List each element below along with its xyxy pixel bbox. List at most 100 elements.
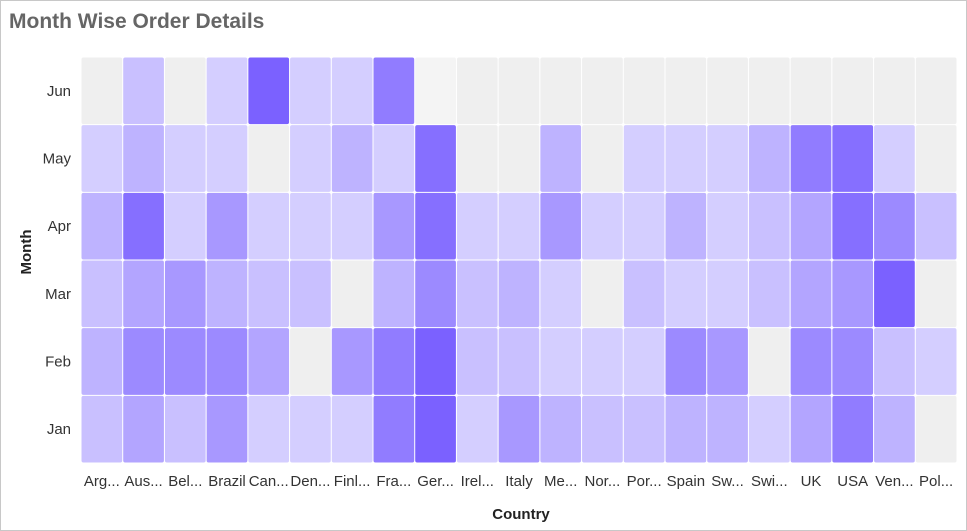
heatmap-cell-jan-19[interactable] [874, 395, 915, 463]
heatmap-cell-may-7[interactable] [373, 125, 415, 192]
heatmap-cell-jun-18[interactable] [832, 57, 874, 125]
heatmap-cell-jun-11[interactable] [540, 57, 582, 125]
heatmap-cell-feb-13[interactable] [623, 328, 665, 395]
heatmap-cell-mar-9[interactable] [456, 260, 498, 328]
heatmap-cell-may-18[interactable] [832, 125, 874, 192]
heatmap-cell-feb-14[interactable] [665, 328, 707, 395]
heatmap-cell-jan-13[interactable] [623, 395, 665, 463]
heatmap-cell-apr-13[interactable] [623, 192, 665, 260]
heatmap-cell-feb-18[interactable] [832, 328, 874, 395]
heatmap-cell-may-13[interactable] [623, 125, 665, 192]
heatmap-cell-apr-7[interactable] [373, 192, 415, 260]
heatmap-cell-jan-14[interactable] [665, 395, 707, 463]
heatmap-cell-may-15[interactable] [707, 125, 748, 192]
heatmap-cell-may-1[interactable] [123, 125, 164, 192]
heatmap-cell-may-9[interactable] [456, 125, 498, 192]
heatmap-cell-apr-1[interactable] [123, 192, 164, 260]
heatmap-cell-apr-4[interactable] [248, 192, 290, 260]
heatmap-cell-apr-16[interactable] [748, 192, 790, 260]
heatmap-cell-mar-6[interactable] [331, 260, 373, 328]
heatmap-cell-feb-17[interactable] [790, 328, 832, 395]
heatmap-cell-may-17[interactable] [790, 125, 832, 192]
heatmap-cell-mar-11[interactable] [540, 260, 582, 328]
heatmap-cell-jan-9[interactable] [456, 395, 498, 463]
heatmap-cell-mar-8[interactable] [415, 260, 456, 328]
heatmap-cell-jan-12[interactable] [582, 395, 623, 463]
heatmap-cell-apr-5[interactable] [290, 192, 331, 260]
heatmap-cell-feb-19[interactable] [874, 328, 915, 395]
heatmap-cell-jan-1[interactable] [123, 395, 164, 463]
heatmap-cell-jun-10[interactable] [498, 57, 540, 125]
heatmap-cell-may-0[interactable] [81, 125, 123, 192]
heatmap-cell-jan-17[interactable] [790, 395, 832, 463]
heatmap-cell-may-16[interactable] [748, 125, 790, 192]
heatmap-cell-jun-15[interactable] [707, 57, 748, 125]
heatmap-cell-jun-2[interactable] [164, 57, 206, 125]
heatmap-cell-mar-10[interactable] [498, 260, 540, 328]
heatmap-cell-jun-9[interactable] [456, 57, 498, 125]
heatmap-cell-feb-20[interactable] [915, 328, 957, 395]
heatmap-cell-may-19[interactable] [874, 125, 915, 192]
heatmap-cell-mar-0[interactable] [81, 260, 123, 328]
heatmap-cell-feb-16[interactable] [748, 328, 790, 395]
heatmap-cell-apr-6[interactable] [331, 192, 373, 260]
heatmap-cell-feb-10[interactable] [498, 328, 540, 395]
heatmap-cell-jan-3[interactable] [206, 395, 248, 463]
heatmap-cell-mar-3[interactable] [206, 260, 248, 328]
heatmap-cell-may-2[interactable] [164, 125, 206, 192]
heatmap-cell-apr-15[interactable] [707, 192, 748, 260]
heatmap-cell-may-3[interactable] [206, 125, 248, 192]
heatmap-cell-jun-5[interactable] [290, 57, 331, 125]
heatmap-cell-mar-18[interactable] [832, 260, 874, 328]
heatmap-cell-mar-4[interactable] [248, 260, 290, 328]
heatmap-cell-mar-12[interactable] [582, 260, 623, 328]
heatmap-cell-mar-5[interactable] [290, 260, 331, 328]
heatmap-cell-jun-13[interactable] [623, 57, 665, 125]
heatmap-cell-may-6[interactable] [331, 125, 373, 192]
heatmap-cell-feb-7[interactable] [373, 328, 415, 395]
heatmap-cell-apr-0[interactable] [81, 192, 123, 260]
heatmap-cell-apr-11[interactable] [540, 192, 582, 260]
heatmap-cell-feb-8[interactable] [415, 328, 456, 395]
heatmap-cell-jun-16[interactable] [748, 57, 790, 125]
heatmap-cell-mar-20[interactable] [915, 260, 957, 328]
heatmap-cell-jan-0[interactable] [81, 395, 123, 463]
heatmap-cell-apr-19[interactable] [874, 192, 915, 260]
heatmap-cell-apr-14[interactable] [665, 192, 707, 260]
heatmap-cell-feb-12[interactable] [582, 328, 623, 395]
heatmap-cell-may-5[interactable] [290, 125, 331, 192]
heatmap-cell-jun-19[interactable] [874, 57, 915, 125]
heatmap-cell-mar-17[interactable] [790, 260, 832, 328]
heatmap-cell-feb-1[interactable] [123, 328, 164, 395]
heatmap-cell-mar-19[interactable] [874, 260, 915, 328]
heatmap-cell-apr-8[interactable] [415, 192, 456, 260]
heatmap-cell-apr-18[interactable] [832, 192, 874, 260]
heatmap-cell-jun-14[interactable] [665, 57, 707, 125]
heatmap-cell-may-14[interactable] [665, 125, 707, 192]
heatmap-cell-feb-9[interactable] [456, 328, 498, 395]
heatmap-cell-jun-3[interactable] [206, 57, 248, 125]
heatmap-cell-jun-20[interactable] [915, 57, 957, 125]
heatmap-cell-may-20[interactable] [915, 125, 957, 192]
heatmap-cell-apr-3[interactable] [206, 192, 248, 260]
heatmap-cell-jun-0[interactable] [81, 57, 123, 125]
heatmap-cell-apr-17[interactable] [790, 192, 832, 260]
heatmap-cell-jun-17[interactable] [790, 57, 832, 125]
heatmap-cell-may-11[interactable] [540, 125, 582, 192]
heatmap-cell-mar-13[interactable] [623, 260, 665, 328]
heatmap-cell-jun-7[interactable] [373, 57, 415, 125]
heatmap-cell-jun-12[interactable] [582, 57, 623, 125]
heatmap-cell-jan-20[interactable] [915, 395, 957, 463]
heatmap-cell-jan-4[interactable] [248, 395, 290, 463]
heatmap-cell-mar-2[interactable] [164, 260, 206, 328]
heatmap-cell-jan-7[interactable] [373, 395, 415, 463]
heatmap-cell-apr-20[interactable] [915, 192, 957, 260]
heatmap-cell-may-4[interactable] [248, 125, 290, 192]
heatmap-cell-mar-7[interactable] [373, 260, 415, 328]
heatmap-cell-may-10[interactable] [498, 125, 540, 192]
heatmap-cell-feb-5[interactable] [290, 328, 331, 395]
heatmap-cell-jan-6[interactable] [331, 395, 373, 463]
heatmap-cell-mar-14[interactable] [665, 260, 707, 328]
heatmap-cell-feb-11[interactable] [540, 328, 582, 395]
heatmap-cell-mar-1[interactable] [123, 260, 164, 328]
